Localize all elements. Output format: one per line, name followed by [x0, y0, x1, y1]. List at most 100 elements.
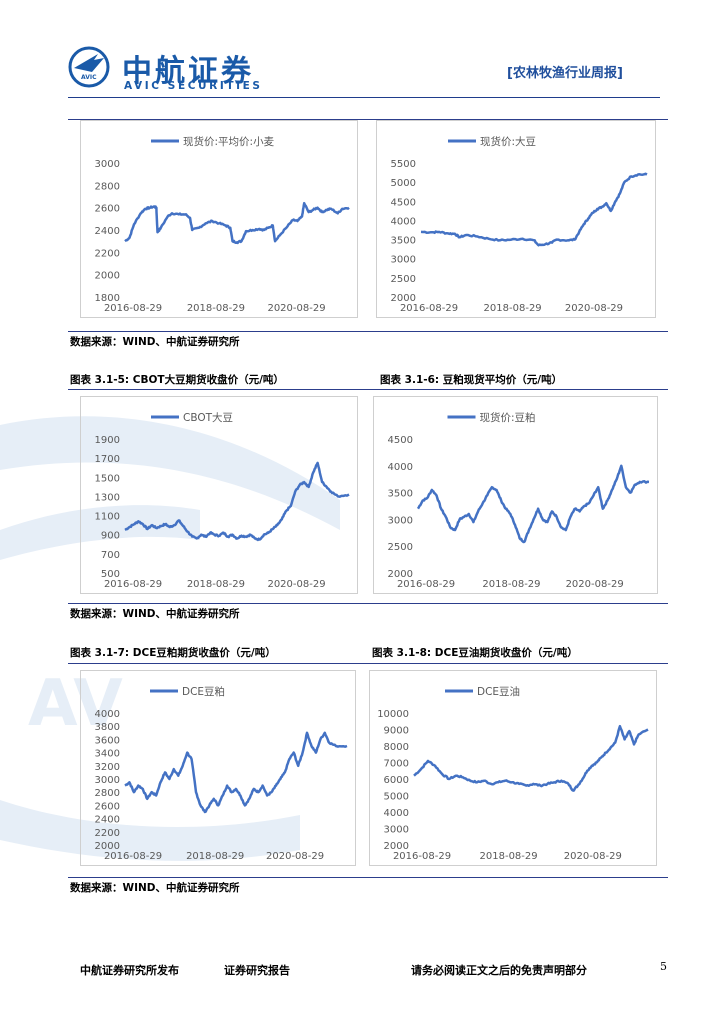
- y-tick-label: 2200: [95, 248, 120, 259]
- y-tick-label: 2000: [388, 569, 413, 580]
- footer-report-type: 证券研究报告: [224, 964, 290, 977]
- data-source: 数据来源：WIND、中航证券研究所: [70, 882, 240, 894]
- y-tick-label: 1300: [95, 492, 120, 503]
- y-tick-label: 3500: [388, 489, 413, 500]
- x-tick-label: 2020-08-29: [267, 579, 325, 590]
- y-tick-label: 2000: [391, 293, 416, 304]
- series-line: [124, 461, 350, 542]
- y-tick-label: 1900: [95, 435, 120, 446]
- y-tick-label: 6000: [384, 775, 409, 786]
- section-rule: [68, 877, 668, 878]
- section-rule: [68, 389, 668, 390]
- legend-label: 现货价:平均价:小麦: [183, 135, 275, 148]
- chart-cbot-svg: CBOT大豆 1900 1700 1500 1300 1100 900 700 5002016-…: [95, 411, 350, 590]
- y-tick-label: 4000: [384, 808, 409, 819]
- report-title: [农林牧渔行业周报]: [507, 66, 623, 81]
- y-tick-label: 5000: [384, 792, 409, 803]
- y-tick-label: 4000: [388, 462, 413, 473]
- data-source: 数据来源：WIND、中航证券研究所: [70, 608, 240, 620]
- series-line: [416, 464, 650, 544]
- y-tick-label: 1500: [95, 473, 120, 484]
- y-tick-label: 3800: [95, 722, 120, 733]
- y-tick-label: 2000: [95, 271, 120, 282]
- y-tick-label: 3000: [95, 775, 120, 786]
- series-line: [124, 731, 348, 814]
- chart-dce-meal-svg: DCE豆粕 4000 3800 3600 3400 3200 3000 2800 2600 240…: [95, 685, 348, 862]
- x-tick-label: 2018-08-29: [187, 303, 245, 314]
- series-line: [124, 201, 350, 245]
- y-tick-label: 3500: [391, 236, 416, 247]
- y-tick-label: 3400: [95, 749, 120, 760]
- x-tick-label: 2020-08-29: [566, 579, 624, 590]
- y-tick-label: 8000: [384, 742, 409, 753]
- chart-cbot: CBOT大豆 1900 1700 1500 1300 1100 900 700 500 2016-…: [80, 396, 358, 594]
- logo-english: AVIC SECURITIES: [124, 80, 263, 92]
- y-tick-label: 3000: [388, 515, 413, 526]
- legend-label: CBOT大豆: [183, 411, 233, 424]
- page-number: 5: [660, 960, 667, 973]
- figure-caption: 图表 3.1-8: DCE豆油期货收盘价（元/吨）: [372, 647, 578, 659]
- y-tick-label: 4000: [391, 216, 416, 227]
- header-rule: [68, 97, 660, 98]
- x-tick-label: 2016-08-29: [393, 851, 451, 862]
- section-rule: [68, 603, 668, 604]
- x-tick-label: 2016-08-29: [397, 579, 455, 590]
- y-tick-label: 3600: [95, 735, 120, 746]
- section-rule: [68, 331, 668, 332]
- chart-wheat: 现货价:平均价:小麦 3000 2800 2600 2400 2200 2000 1800 20…: [80, 120, 358, 318]
- x-tick-label: 2020-08-29: [564, 851, 622, 862]
- y-tick-label: 2500: [391, 274, 416, 285]
- y-tick-label: 5000: [391, 178, 416, 189]
- y-tick-label: 2800: [95, 181, 120, 192]
- logo-chinese: 中航证券: [122, 54, 254, 89]
- chart-soybean: 现货价:大豆 5500 5000 4500 4000 3500 3000 2500 2000 20…: [376, 120, 656, 318]
- y-tick-label: 2600: [95, 801, 120, 812]
- y-tick-label: 1800: [95, 293, 120, 304]
- y-tick-label: 2200: [95, 828, 120, 839]
- avic-logo-icon: AVIC: [68, 46, 110, 88]
- footer-disclaimer: 请务必阅读正文之后的免责声明部分: [411, 964, 587, 977]
- y-tick-label: 2400: [95, 815, 120, 826]
- y-tick-label: 4500: [388, 435, 413, 446]
- x-tick-label: 2016-08-29: [104, 303, 162, 314]
- x-tick-label: 2018-08-29: [480, 851, 538, 862]
- section-rule: [68, 119, 668, 120]
- y-tick-label: 1700: [95, 454, 120, 465]
- y-tick-label: 2000: [384, 841, 409, 852]
- legend-label: 现货价:大豆: [480, 135, 536, 148]
- x-tick-label: 2018-08-29: [186, 851, 244, 862]
- x-tick-label: 2020-08-29: [267, 303, 325, 314]
- x-tick-label: 2018-08-29: [484, 303, 542, 314]
- chart-dce-oil: DCE豆油 10000 9000 8000 7000 6000 5000 4000 3000 20…: [369, 670, 657, 866]
- chart-soybean-svg: 现货价:大豆5500500045004000350030002500200020…: [391, 135, 648, 314]
- y-tick-label: 5500: [391, 159, 416, 170]
- y-tick-label: 3000: [95, 159, 120, 170]
- y-tick-label: 700: [101, 550, 120, 561]
- chart-dce-meal: DCE豆粕 4000 3800 3600 3400 3200 3000 2800 2600 240…: [80, 670, 356, 866]
- series-line: [420, 172, 648, 247]
- figure-caption: 图表 3.1-5: CBOT大豆期货收盘价（元/吨）: [70, 374, 284, 386]
- legend-label: DCE豆粕: [182, 685, 225, 698]
- figure-caption: 图表 3.1-7: DCE豆粕期货收盘价（元/吨）: [70, 647, 276, 659]
- series-line: [413, 724, 649, 792]
- footer-publisher: 中航证券研究所发布: [80, 964, 179, 977]
- x-tick-label: 2020-08-29: [565, 303, 623, 314]
- y-tick-label: 2500: [388, 542, 413, 553]
- y-tick-label: 9000: [384, 726, 409, 737]
- chart-meal-spot-svg: 现货价:豆粕 4500 4000 3500 3000 2500 20002016-08-29…: [388, 411, 650, 590]
- chart-meal-spot: 现货价:豆粕 4500 4000 3500 3000 2500 2000 2016-08-29…: [373, 396, 658, 594]
- x-tick-label: 2016-08-29: [104, 851, 162, 862]
- x-tick-label: 2016-08-29: [400, 303, 458, 314]
- y-tick-label: 7000: [384, 759, 409, 770]
- x-tick-label: 2020-08-29: [266, 851, 324, 862]
- x-tick-label: 2018-08-29: [187, 579, 245, 590]
- y-tick-label: 3000: [391, 255, 416, 266]
- x-tick-label: 2018-08-29: [482, 579, 540, 590]
- legend-label: DCE豆油: [477, 685, 520, 698]
- y-tick-label: 900: [101, 531, 120, 542]
- y-tick-label: 2000: [95, 841, 120, 852]
- y-tick-label: 10000: [377, 709, 409, 720]
- y-tick-label: 3200: [95, 762, 120, 773]
- data-source: 数据来源：WIND、中航证券研究所: [70, 336, 240, 348]
- y-tick-label: 2600: [95, 204, 120, 215]
